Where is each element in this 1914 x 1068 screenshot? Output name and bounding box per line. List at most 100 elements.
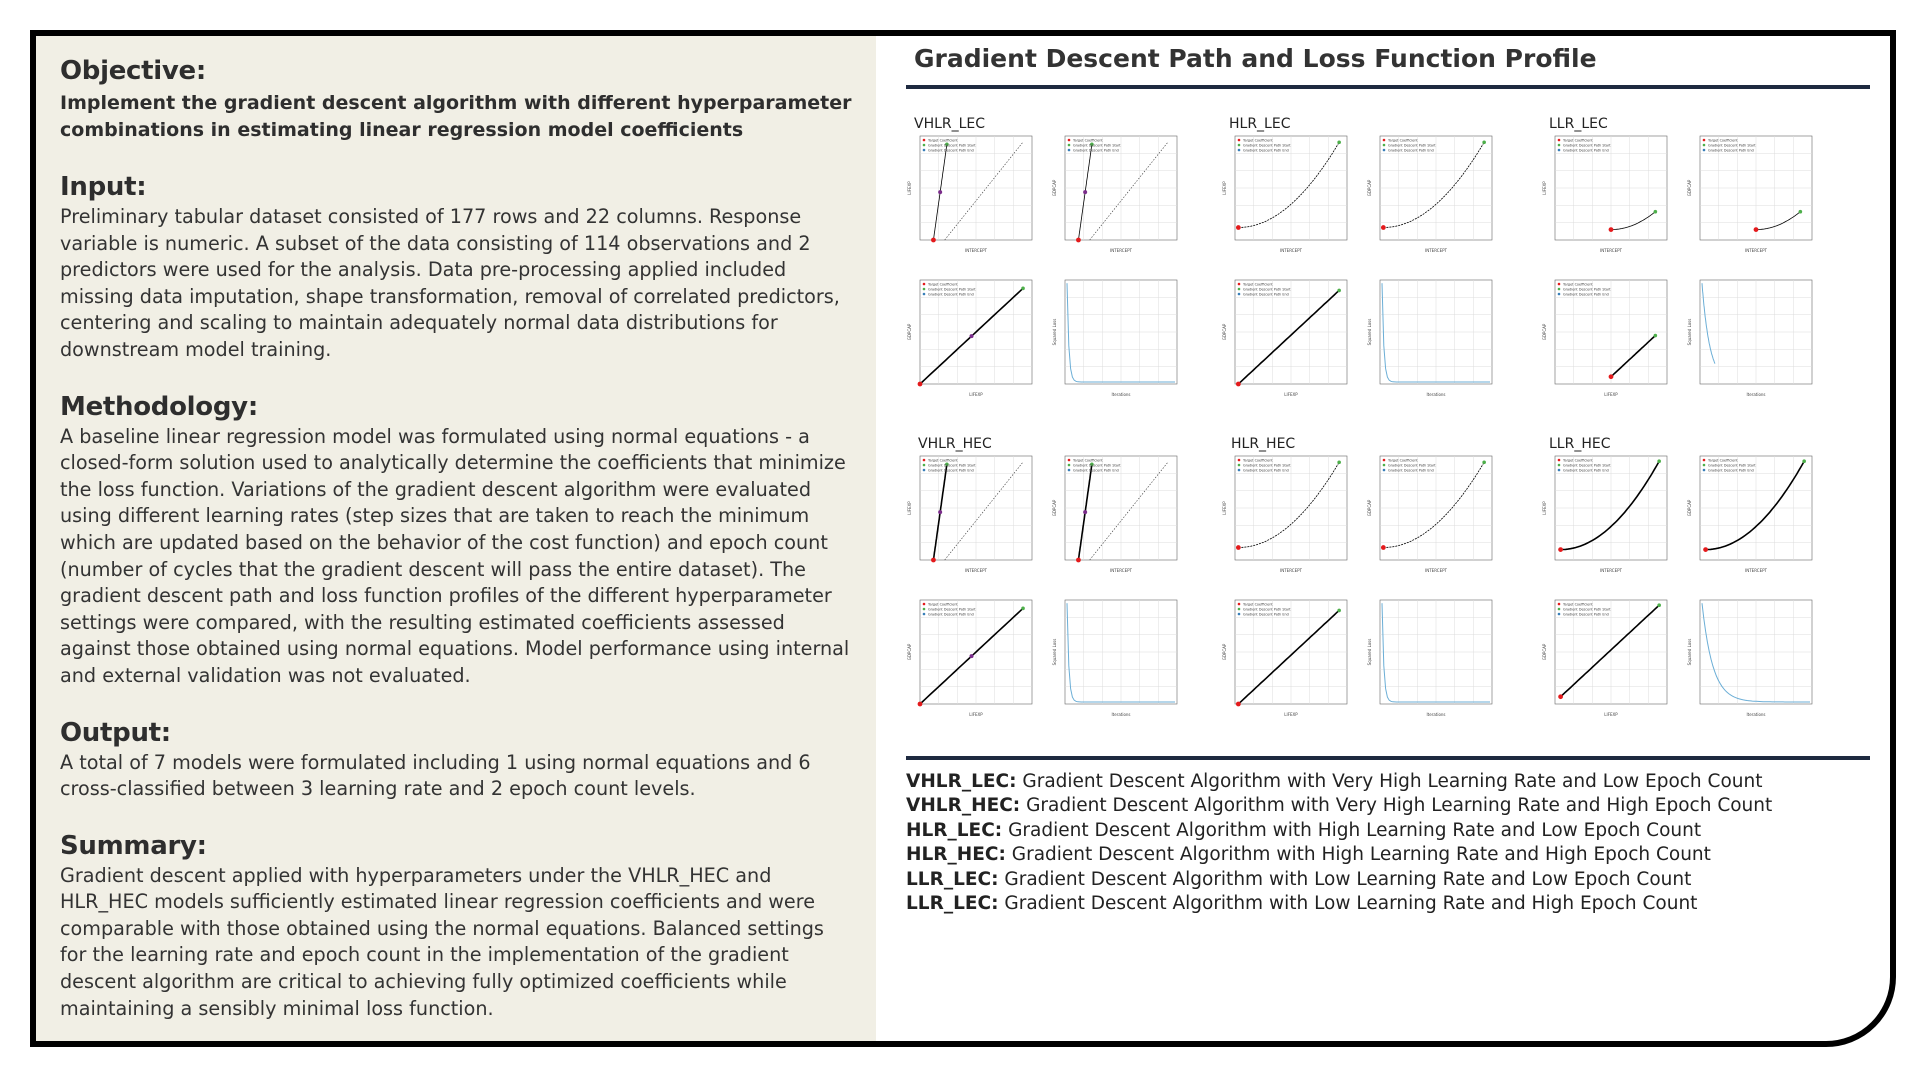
legend-entry: Gradient Descent Path Start: [1388, 144, 1436, 148]
legend-swatch: [1067, 138, 1071, 142]
legend-entry: Gradient Descent Path End: [1563, 613, 1609, 617]
legend-swatch: [922, 612, 926, 616]
legend-entry: Gradient Descent Path Start: [1243, 288, 1291, 292]
definition-row: VHLR_HEC: Gradient Descent Algorithm wit…: [906, 794, 1886, 818]
y-axis-label: GDPCAP: [1222, 643, 1227, 660]
legend-swatch: [922, 292, 926, 296]
legend-entry: Target Coefficient: [1562, 283, 1593, 287]
legend-swatch: [1702, 143, 1706, 147]
plot-thumbnail: Iterations Squared Loss: [1687, 279, 1813, 397]
legend-swatch: [1067, 458, 1071, 462]
descent-path: [1756, 211, 1801, 230]
methodology-text: A baseline linear regression model was f…: [60, 424, 850, 687]
legend-entry: Gradient Descent Path End: [1243, 293, 1289, 297]
divider-bottom: [906, 756, 1870, 760]
legend-entry: Gradient Descent Path End: [1388, 149, 1434, 153]
legend-entry: Gradient Descent Path Start: [928, 288, 976, 292]
legend-entry: Gradient Descent Path Start: [928, 464, 976, 468]
group-label: VHLR_HEC: [918, 436, 992, 452]
descent-path: [1237, 609, 1340, 705]
legend-swatch: [922, 602, 926, 606]
legend-swatch: [1557, 292, 1561, 296]
path-end-marker: [938, 510, 943, 515]
definition-text: Gradient Descent Algorithm with Low Lear…: [1004, 893, 1698, 915]
input-text: Preliminary tabular dataset consisted of…: [60, 205, 840, 361]
legend-swatch: [1557, 143, 1561, 147]
output-text: A total of 7 models were formulated incl…: [60, 750, 811, 801]
path-start-marker: [1558, 694, 1563, 700]
path-start-marker: [917, 701, 923, 707]
legend-swatch: [1382, 138, 1386, 142]
x-axis-label: INTERCEPT: [1110, 248, 1132, 253]
legend-entry: Gradient Descent Path End: [928, 469, 974, 473]
legend-entry: Target Coefficient: [927, 459, 958, 463]
legend-entry: Gradient Descent Path Start: [1563, 288, 1611, 292]
legend-swatch: [1557, 287, 1561, 291]
figure-title: Gradient Descent Path and Loss Function …: [914, 44, 1597, 73]
x-axis-label: INTERCEPT: [1745, 568, 1767, 573]
left-panel: Objective: Implement the gradient descen…: [36, 36, 876, 1041]
definition-row: LLR_LEC: Gradient Descent Algorithm with…: [906, 868, 1886, 892]
y-axis-label: LIFEXP: [907, 501, 912, 515]
legend-entry: Gradient Descent Path End: [928, 149, 974, 153]
x-axis-label: Iterations: [1746, 392, 1765, 397]
y-axis-label: Squared Loss: [1687, 639, 1692, 666]
legend-swatch: [1702, 148, 1706, 152]
descent-path: [1610, 334, 1656, 378]
target-marker: [1802, 459, 1806, 463]
plot-thumbnail: Iterations Squared Loss: [1367, 279, 1493, 397]
x-axis-label: Iterations: [1426, 712, 1445, 717]
legend-entry: Gradient Descent Path Start: [1563, 608, 1611, 612]
legend-entry: Gradient Descent Path Start: [928, 144, 976, 148]
y-axis-label: GDPCAP: [1052, 499, 1057, 516]
loss-curve: [1701, 603, 1810, 703]
plot-thumbnail: Iterations Squared Loss: [1052, 279, 1178, 397]
poster-frame: Objective: Implement the gradient descen…: [30, 30, 1896, 1047]
legend-swatch: [1557, 607, 1561, 611]
target-marker: [1653, 333, 1658, 338]
path-start-marker: [1380, 225, 1386, 230]
legend-entry: Gradient Descent Path Start: [1563, 464, 1611, 468]
objective-section: Objective: Implement the gradient descen…: [60, 56, 852, 144]
x-axis-label: INTERCEPT: [965, 568, 987, 573]
legend-entry: Gradient Descent Path Start: [1563, 144, 1611, 148]
definitions-list: VHLR_LEC: Gradient Descent Algorithm wit…: [906, 770, 1886, 916]
definition-code: VHLR_HEC:: [906, 795, 1021, 817]
descent-path: [1611, 211, 1656, 230]
legend-swatch: [1237, 607, 1241, 611]
group-label: LLR_LEC: [1549, 116, 1608, 132]
target-marker: [1337, 140, 1341, 145]
definition-text: Gradient Descent Algorithm with Very Hig…: [1022, 771, 1763, 792]
target-marker: [1021, 286, 1025, 291]
y-axis-label: GDPCAP: [1367, 499, 1372, 516]
plot-thumbnail: Iterations Squared Loss: [1687, 599, 1813, 717]
y-axis-label: GDPCAP: [1542, 323, 1547, 340]
path-start-marker: [1235, 701, 1241, 707]
y-axis-label: LIFEXP: [1542, 501, 1547, 515]
legend-swatch: [1382, 143, 1386, 147]
legend-entry: Target Coefficient: [1387, 139, 1418, 143]
path-start-marker: [931, 237, 936, 243]
legend-swatch: [1237, 282, 1241, 286]
legend-swatch: [1237, 612, 1241, 616]
legend-entry: Target Coefficient: [1387, 459, 1418, 463]
definition-text: Gradient Descent Algorithm with High Lea…: [1011, 844, 1711, 866]
target-marker: [1090, 142, 1094, 147]
plot-thumbnail: Target Coefficient Gradient Descent Path …: [1052, 455, 1178, 573]
target-marker: [1482, 140, 1486, 145]
legend-entry: Gradient Descent Path Start: [1388, 464, 1436, 468]
legend-swatch: [922, 148, 926, 152]
legend-swatch: [1237, 468, 1241, 472]
descent-path: [1560, 604, 1660, 698]
right-panel: Gradient Descent Path and Loss Function …: [876, 36, 1890, 1041]
legend-swatch: [1557, 602, 1561, 606]
legend-entry: Gradient Descent Path End: [1073, 469, 1119, 473]
legend-swatch: [1237, 148, 1241, 152]
legend-entry: Target Coefficient: [1072, 459, 1103, 463]
legend-swatch: [1382, 463, 1386, 467]
